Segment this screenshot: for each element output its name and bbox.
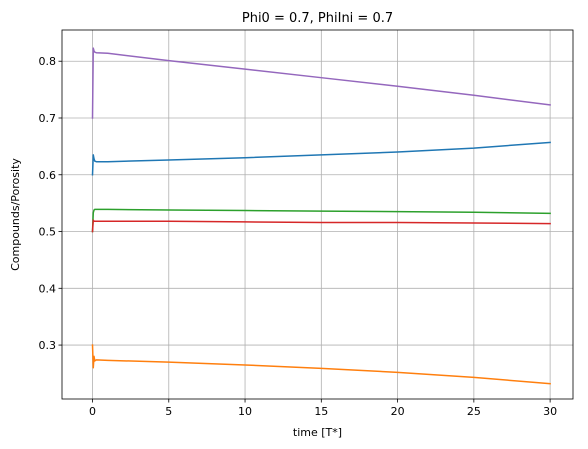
x-axis-label: time [T*] xyxy=(293,426,342,439)
y-axis-label: Compounds/Porosity xyxy=(9,158,22,271)
x-tick-label: 0 xyxy=(89,405,96,418)
x-tick-label: 30 xyxy=(543,405,557,418)
x-tick-label: 5 xyxy=(165,405,172,418)
plot-frame xyxy=(61,29,574,400)
y-tick-label: 0.4 xyxy=(39,282,57,295)
series-line-1 xyxy=(91,141,551,176)
series-line-5 xyxy=(91,47,551,119)
y-tick-label: 0.5 xyxy=(39,226,57,239)
y-tick-label: 0.3 xyxy=(39,339,57,352)
ticks: 0 5 10 15 20 25 30 0.3 0.4 0.5 0.6 0.7 0.8 xyxy=(39,55,558,418)
y-tick-label: 0.6 xyxy=(39,169,57,182)
x-tick-label: 20 xyxy=(391,405,405,418)
chart-title: Phi0 = 0.7, PhiIni = 0.7 xyxy=(242,11,393,26)
x-tick-label: 15 xyxy=(314,405,328,418)
grid xyxy=(62,30,573,399)
x-tick-label: 10 xyxy=(238,405,252,418)
x-tick-label: 25 xyxy=(467,405,481,418)
series-group xyxy=(91,47,551,385)
y-tick-label: 0.7 xyxy=(39,112,57,125)
y-tick-label: 0.8 xyxy=(39,55,57,68)
series-line-2 xyxy=(91,344,551,385)
series-line-4 xyxy=(91,219,551,233)
series-line-3 xyxy=(91,208,551,233)
